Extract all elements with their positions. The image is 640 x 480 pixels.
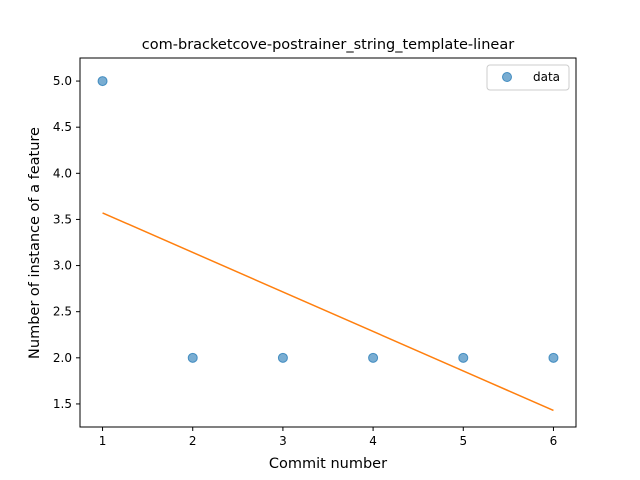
y-axis-title: Number of instance of a feature xyxy=(27,127,43,359)
chart-title: com-bracketcove-postrainer_string_templa… xyxy=(142,37,514,53)
x-axis: 1 2 3 4 5 6 xyxy=(99,427,558,448)
plot-area xyxy=(97,76,559,412)
x-tick-label: 4 xyxy=(369,434,377,448)
y-tick-label: 1.5 xyxy=(53,397,72,411)
legend-box xyxy=(486,64,570,91)
legend-marker xyxy=(502,72,512,82)
plot-frame xyxy=(79,57,577,428)
x-axis-title: Commit number xyxy=(269,456,387,472)
data-point xyxy=(548,352,559,363)
x-tick-label: 6 xyxy=(550,434,558,448)
y-tick-label: 3.5 xyxy=(53,212,72,226)
x-tick-label: 3 xyxy=(279,434,287,448)
y-tick-label: 5.0 xyxy=(53,74,72,88)
y-axis: 1.5 2.0 2.5 3.0 3.5 4.0 4.5 5.0 xyxy=(53,74,80,411)
legend-label: data xyxy=(533,70,560,84)
y-tick-label: 4.5 xyxy=(53,120,72,134)
legend: data xyxy=(486,64,570,91)
x-tick-label: 1 xyxy=(99,434,107,448)
y-tick-label: 3.0 xyxy=(53,259,72,273)
y-tick-label: 4.0 xyxy=(53,166,72,180)
x-tick-label: 2 xyxy=(189,434,197,448)
fit-line xyxy=(102,212,554,412)
data-point xyxy=(277,352,288,363)
data-point xyxy=(458,352,469,363)
y-tick-label: 2.5 xyxy=(53,305,72,319)
data-point xyxy=(97,76,108,87)
x-tick-label: 5 xyxy=(459,434,467,448)
data-point xyxy=(368,352,379,363)
data-point xyxy=(187,352,198,363)
y-tick-label: 2.0 xyxy=(53,351,72,365)
